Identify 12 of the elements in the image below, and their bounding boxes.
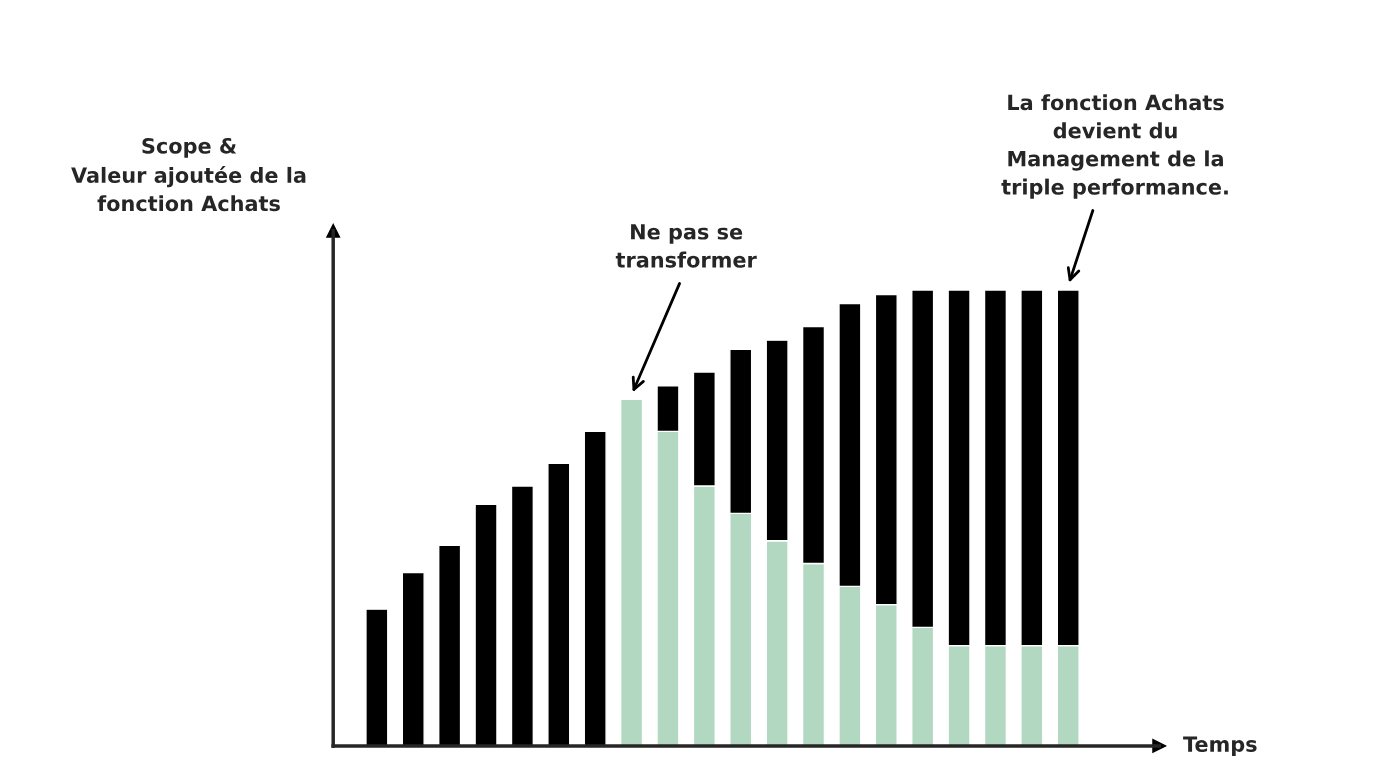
bar — [474, 503, 498, 746]
text: La fonction Achats devient du Management de la triple performance. — [1001, 94, 1228, 199]
text: Ne pas se transformer — [615, 224, 757, 268]
bar — [401, 571, 425, 746]
bar — [510, 485, 535, 746]
bar — [365, 608, 389, 746]
bar — [547, 462, 571, 746]
bar — [583, 430, 607, 746]
x-axis-title: Temps — [1183, 736, 1257, 757]
bar — [619, 398, 644, 746]
bar — [438, 544, 462, 746]
y-axis-title: Scope & Valeur ajoutée de la fonction Achats — [71, 137, 306, 212]
